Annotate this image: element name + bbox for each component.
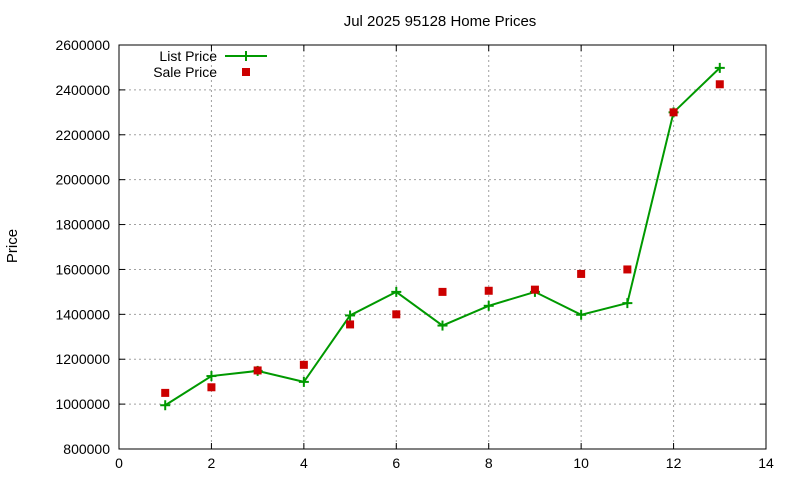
list-price-point: [206, 371, 217, 382]
list-price-point: [345, 310, 356, 321]
y-tick-label: 800000: [63, 441, 110, 457]
list-price-point: [437, 320, 448, 331]
y-tick-label: 1600000: [55, 261, 110, 277]
sale-price-point: [253, 366, 262, 375]
x-tick-label: 12: [666, 455, 682, 471]
y-tick-label: 1800000: [55, 217, 110, 233]
y-tick-label: 2200000: [55, 127, 110, 143]
x-tick-label: 6: [392, 455, 400, 471]
sale-price-point: [484, 286, 493, 295]
y-tick-label: 2400000: [55, 82, 110, 98]
chart-title: Jul 2025 95128 Home Prices: [344, 13, 537, 30]
x-tick-label: 10: [573, 455, 589, 471]
list-price-point: [391, 286, 402, 297]
x-tick-label: 8: [485, 455, 493, 471]
sale-price-point: [530, 285, 539, 294]
x-tick-label: 14: [758, 455, 774, 471]
y-tick-label: 1400000: [55, 306, 110, 322]
x-tick-label: 2: [208, 455, 216, 471]
x-tick-label: 0: [115, 455, 123, 471]
plot-border: [118, 44, 767, 450]
list-price-line: [164, 67, 721, 407]
list-price-point: [714, 62, 725, 73]
x-tick-label: 4: [300, 455, 308, 471]
sale-price-point: [623, 265, 632, 274]
sale-price-point: [392, 310, 401, 319]
legend-marker-list-price: [241, 51, 251, 61]
sale-price-point: [669, 108, 678, 117]
y-tick-label: 2600000: [55, 37, 110, 53]
list-price-point: [622, 298, 633, 309]
legend-marker-sale-price: [242, 68, 250, 76]
y-tick-label: 1000000: [55, 396, 110, 412]
list-price-point: [298, 376, 309, 387]
sale-price-point: [715, 80, 724, 89]
y-tick-label: 2000000: [55, 172, 110, 188]
legend-label-sale-price: Sale Price: [153, 64, 217, 80]
sale-price-point: [438, 287, 447, 296]
axes: 800000 1000000 1200000 1400000 1600000 180000…: [55, 37, 774, 471]
sale-price-point: [577, 269, 586, 278]
plot-area: [160, 62, 725, 411]
y-axis-label: Price: [4, 229, 21, 263]
legend-label-list-price: List Price: [159, 48, 217, 64]
sale-price-point: [207, 383, 216, 392]
list-price-point: [160, 400, 171, 411]
sale-price-point: [299, 360, 308, 369]
grid: [119, 45, 766, 449]
list-price-point: [576, 309, 587, 320]
sale-price-point: [161, 388, 170, 397]
list-price-point: [483, 300, 494, 311]
sale-price-point: [346, 320, 355, 329]
y-tick-label: 1200000: [55, 351, 110, 367]
